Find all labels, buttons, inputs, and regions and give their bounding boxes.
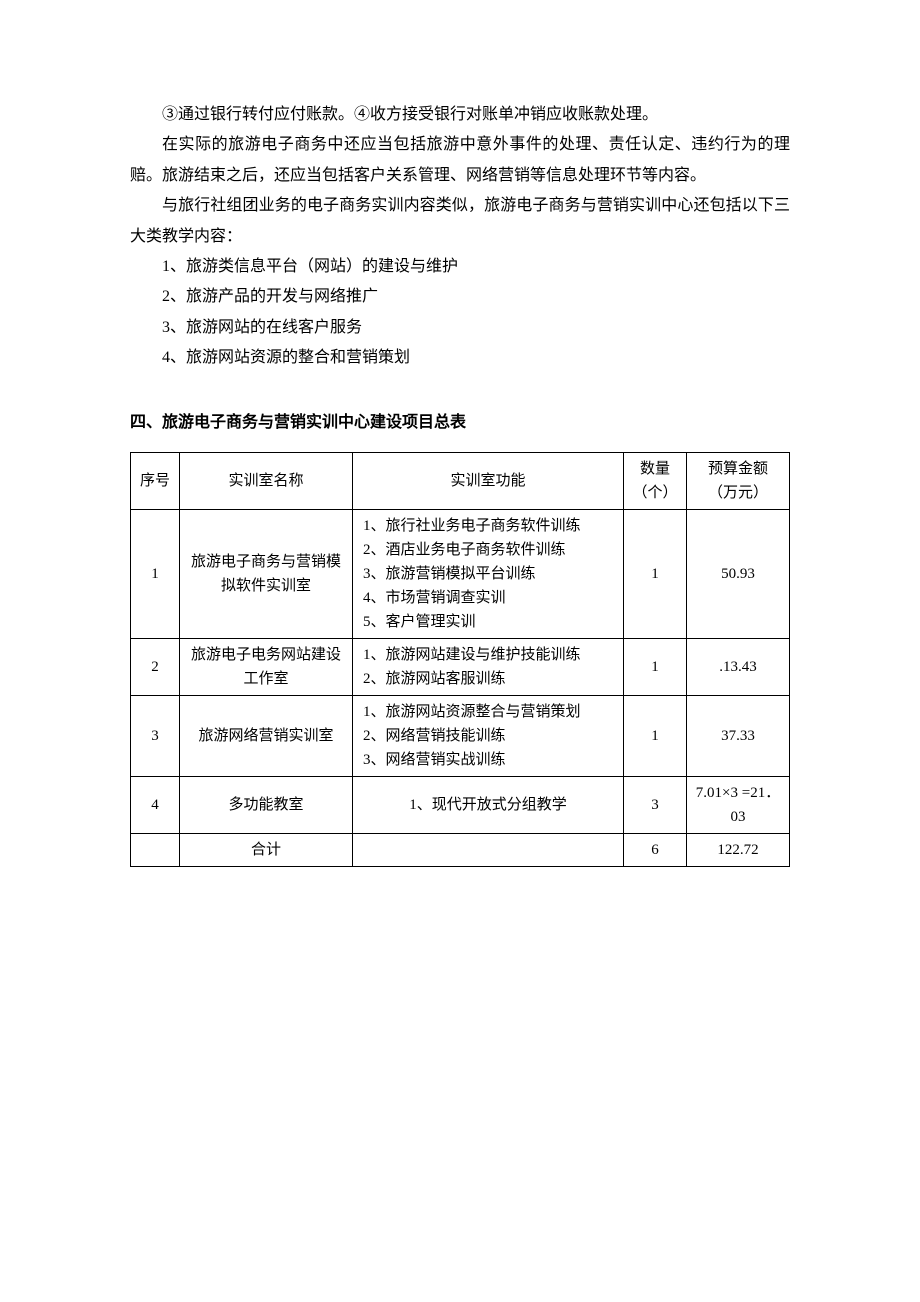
paragraph: 与旅行社组团业务的电子商务实训内容类似，旅游电子商务与营销实训中心还包括以下三大… [130,191,790,252]
col-header-function: 实训室功能 [353,452,624,509]
cell-total-label: 合计 [180,833,353,866]
function-item: 1、旅游网站资源整合与营销策划 [363,700,615,724]
paragraph: ③通过银行转付应付账款。④收方接受银行对账单冲销应收账款处理。 [130,100,790,130]
cell-name: 旅游网络营销实训室 [180,695,353,776]
list-item: 3、旅游网站的在线客户服务 [130,313,790,343]
function-item: 2、旅游网站客服训练 [363,667,615,691]
cell-name: 多功能教室 [180,776,353,833]
cell-budget: .13.43 [687,638,790,695]
function-item: 1、旅行社业务电子商务软件训练 [363,514,615,538]
cell-functions: 1、现代开放式分组教学 [353,776,624,833]
qty-header-line1: 数量 [640,461,670,477]
cell-budget: 7.01×3 =21．03 [687,776,790,833]
paragraph: 在实际的旅游电子商务中还应当包括旅游中意外事件的处理、责任认定、违约行为的理赔。… [130,130,790,191]
list-item: 1、旅游类信息平台（网站）的建设与维护 [130,252,790,282]
cell-index: 4 [131,776,180,833]
cell-budget: 37.33 [687,695,790,776]
table-row: 1 旅游电子商务与营销模拟软件实训室 1、旅行社业务电子商务软件训练 2、酒店业… [131,509,790,638]
table-row: 2 旅游电子电务网站建设工作室 1、旅游网站建设与维护技能训练 2、旅游网站客服… [131,638,790,695]
cell-index: 3 [131,695,180,776]
col-header-name: 实训室名称 [180,452,353,509]
function-item: 1、现代开放式分组教学 [409,797,567,813]
function-item: 2、网络营销技能训练 [363,724,615,748]
col-header-budget: 预算金额 （万元） [687,452,790,509]
table-total-row: 合计 6 122.72 [131,833,790,866]
qty-header-line2: （个） [632,485,677,501]
function-item: 3、旅游营销模拟平台训练 [363,562,615,586]
cell-index: 1 [131,509,180,638]
col-header-index: 序号 [131,452,180,509]
cell-empty [353,833,624,866]
function-item: 2、酒店业务电子商务软件训练 [363,538,615,562]
table-row: 3 旅游网络营销实训室 1、旅游网站资源整合与营销策划 2、网络营销技能训练 3… [131,695,790,776]
cell-quantity: 3 [624,776,687,833]
cell-quantity: 1 [624,509,687,638]
function-item: 4、市场营销调查实训 [363,586,615,610]
cell-functions: 1、旅游网站资源整合与营销策划 2、网络营销技能训练 3、网络营销实战训练 [353,695,624,776]
table-header-row: 序号 实训室名称 实训室功能 数量 （个） 预算金额 （万元） [131,452,790,509]
function-item: 5、客户管理实训 [363,610,615,634]
project-summary-table: 序号 实训室名称 实训室功能 数量 （个） 预算金额 （万元） 1 旅游电子商务… [130,452,790,867]
list-item: 2、旅游产品的开发与网络推广 [130,282,790,312]
table-row: 4 多功能教室 1、现代开放式分组教学 3 7.01×3 =21．03 [131,776,790,833]
function-item: 3、网络营销实战训练 [363,748,615,772]
cell-name: 旅游电子商务与营销模拟软件实训室 [180,509,353,638]
cell-quantity: 1 [624,695,687,776]
cell-name: 旅游电子电务网站建设工作室 [180,638,353,695]
cell-functions: 1、旅游网站建设与维护技能训练 2、旅游网站客服训练 [353,638,624,695]
col-header-quantity: 数量 （个） [624,452,687,509]
function-item: 1、旅游网站建设与维护技能训练 [363,643,615,667]
budget-header-line1: 预算金额 [708,461,768,477]
budget-header-line2: （万元） [708,485,768,501]
cell-quantity: 1 [624,638,687,695]
section-heading: 四、旅游电子商务与营销实训中心建设项目总表 [130,408,790,438]
list-item: 4、旅游网站资源的整合和营销策划 [130,343,790,373]
cell-total-quantity: 6 [624,833,687,866]
cell-index: 2 [131,638,180,695]
cell-functions: 1、旅行社业务电子商务软件训练 2、酒店业务电子商务软件训练 3、旅游营销模拟平… [353,509,624,638]
cell-budget: 50.93 [687,509,790,638]
cell-index-empty [131,833,180,866]
cell-total-budget: 122.72 [687,833,790,866]
